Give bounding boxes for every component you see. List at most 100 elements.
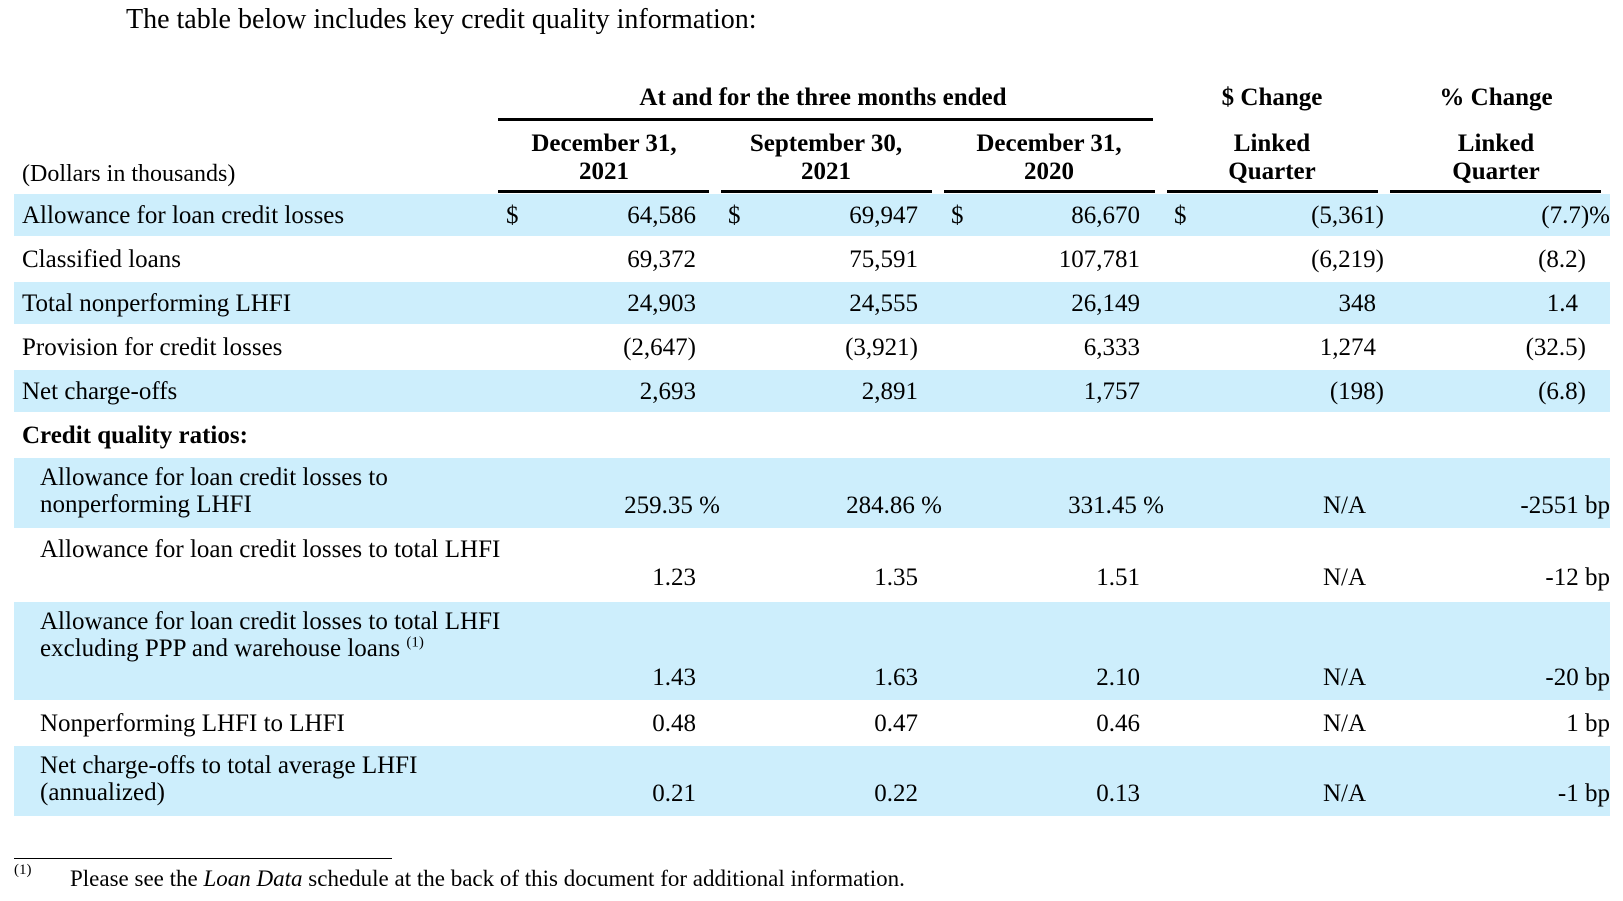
column-header-line: December 31, [531,130,677,157]
intro-text: The table below includes key credit qual… [126,4,757,35]
cell-dec-2020: 2.10 [1096,664,1140,691]
column-header-dec-2020: December 31, 2020 [943,130,1155,186]
cell-dollar-change: N/A [1322,564,1366,591]
cell-dec-2021: 259.35 % [624,492,720,519]
row-label-text: Allowance for loan credit losses to tota… [40,608,501,662]
cell-dec-2020: 26,149 [1071,290,1140,317]
column-header-line: Linked [1233,130,1311,157]
ratio-row: Allowance for loan credit losses to nonp… [14,458,1610,528]
column-header-line: 2021 [801,158,851,185]
table-row: Provision for credit losses (2,647) (3,9… [14,326,1610,368]
cell-dec-2021: (2,647) [623,334,696,361]
dollar-sign: $ [728,202,741,229]
cell-dec-2021: 0.21 [652,780,696,807]
cell-pct-change: -20 bp [1545,664,1610,691]
column-header-sep-2021: September 30, 2021 [720,130,932,186]
cell-dollar-change: N/A [1322,780,1366,807]
cell-dollar-change: (6,219) [1311,246,1384,273]
footnote-mark: (1) [14,862,32,878]
ratios-heading: Credit quality ratios: [22,422,248,449]
row-label: Allowance for loan credit losses [22,202,345,229]
cell-dec-2021: 1.43 [652,664,696,691]
cell-pct-change: 1.4 [1546,290,1578,317]
cell-dec-2020: 6,333 [1083,334,1140,361]
ratio-row: Net charge-offs to total average LHFI (a… [14,746,1610,816]
column-header-dec-2021: December 31, 2021 [498,130,710,186]
dollars-in-thousands-label: (Dollars in thousands) [22,161,236,187]
cell-dec-2020: 107,781 [1058,246,1140,273]
cell-pct-change: -2551 bp [1520,492,1610,519]
ratios-heading-row: Credit quality ratios: [14,414,1610,456]
row-label: Allowance for loan credit losses to nonp… [40,464,388,518]
group-header-three-months: At and for the three months ended [639,84,1007,111]
cell-dollar-change: (198) [1329,378,1384,405]
cell-sep-2021: 1.35 [874,564,918,591]
footnote-text: Please see the Loan Data schedule at the… [70,866,905,892]
table-row: Classified loans 69,372 75,591 107,781 (… [14,238,1610,280]
column-underline [721,190,932,193]
cell-pct-change: (8.2) [1538,246,1586,273]
footnote-text-after: schedule at the back of this document fo… [302,866,905,891]
cell-sep-2021: 2,891 [861,378,918,405]
row-label: Provision for credit losses [22,334,283,361]
cell-dec-2020: 0.46 [1096,710,1140,737]
column-header-pct-linked-quarter: Linked Quarter [1390,130,1602,186]
cell-dollar-change: N/A [1322,492,1366,519]
table-row: Net charge-offs 2,693 2,891 1,757 (198) … [14,370,1610,412]
footnote-text-italic: Loan Data [203,866,303,891]
cell-pct-change: -1 bp [1557,780,1610,807]
cell-sep-2021: 0.47 [874,710,918,737]
row-label: Classified loans [22,246,182,273]
column-header-line: Quarter [1452,158,1540,185]
cell-dec-2021: 2,693 [639,378,696,405]
column-header-line: December 31, [976,130,1122,157]
cell-dec-2020: 0.13 [1096,780,1140,807]
cell-dec-2021: 24,903 [627,290,696,317]
group-header-underline [498,118,1153,121]
row-label: Allowance for loan credit losses to tota… [40,608,510,662]
ratio-row: Nonperforming LHFI to LHFI 0.48 0.47 0.4… [14,702,1610,744]
row-label: Allowance for loan credit losses to tota… [40,536,501,563]
row-label: Net charge-offs [22,378,178,405]
row-label: Net charge-offs to total average LHFI (a… [40,752,418,806]
column-underline [1390,190,1601,193]
cell-dec-2020: 331.45 % [1068,492,1164,519]
cell-pct-change: -12 bp [1545,564,1610,591]
cell-pct-change: 1 bp [1566,710,1610,737]
column-header-line: 2020 [1024,158,1074,185]
cell-sep-2021: 75,591 [849,246,918,273]
table-row: Total nonperforming LHFI 24,903 24,555 2… [14,282,1610,324]
column-underline [1167,190,1378,193]
cell-sep-2021: 0.22 [874,780,918,807]
cell-dollar-change: N/A [1322,710,1366,737]
cell-sep-2021: 69,947 [849,202,918,229]
group-header-dollar-change: $ Change [1221,84,1323,111]
column-header-line: Quarter [1228,158,1316,185]
column-underline [944,190,1155,193]
cell-dec-2021: 69,372 [627,246,696,273]
footnote-reference: (1) [406,634,424,651]
ratio-row: Allowance for loan credit losses to tota… [14,602,1610,700]
column-header-line: September 30, [749,130,903,157]
cell-sep-2021: 1.63 [874,664,918,691]
footnote-rule [14,858,392,859]
column-header-line: 2021 [579,158,629,185]
cell-sep-2021: 284.86 % [846,492,942,519]
cell-dec-2021: 1.23 [652,564,696,591]
dollar-sign: $ [506,202,519,229]
row-label: Nonperforming LHFI to LHFI [40,710,345,737]
cell-sep-2021: 24,555 [849,290,918,317]
cell-dec-2020: 86,670 [1071,202,1140,229]
row-label: Total nonperforming LHFI [22,290,292,317]
column-header-dollar-linked-quarter: Linked Quarter [1166,130,1378,186]
cell-pct-change: (7.7)% [1541,202,1610,229]
dollar-sign: $ [951,202,964,229]
cell-dollar-change: 1,274 [1319,334,1376,361]
cell-dollar-change: (5,361) [1311,202,1384,229]
group-header-pct-change: % Change [1439,84,1553,111]
column-underline [498,190,709,193]
dollar-sign: $ [1174,202,1187,229]
table-row: Allowance for loan credit losses $ 64,58… [14,194,1610,236]
footnote-text-before: Please see the [70,866,204,891]
cell-dollar-change: N/A [1322,664,1366,691]
